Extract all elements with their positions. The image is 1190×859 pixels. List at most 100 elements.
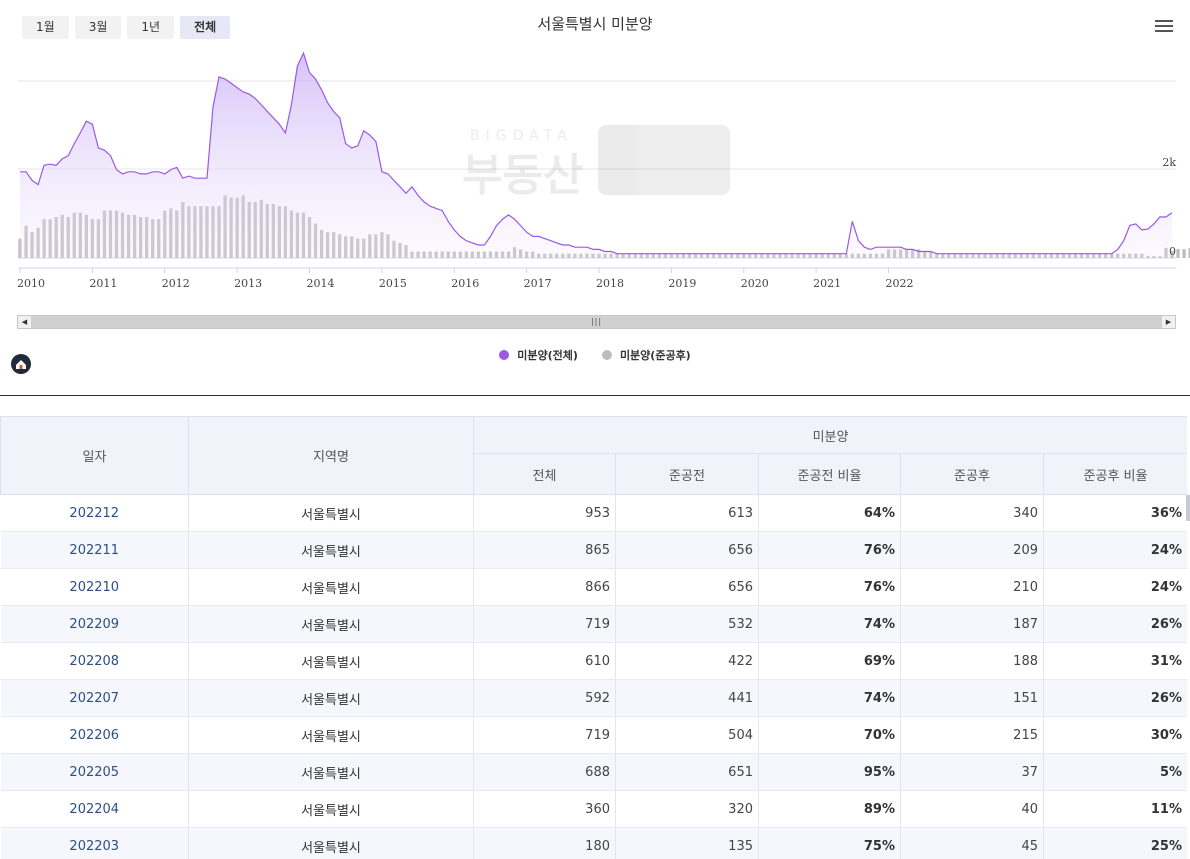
x-tick-label: 2014 — [307, 277, 335, 290]
cell-before-ratio: 69% — [758, 642, 901, 680]
cell-date: 202204 — [0, 790, 189, 828]
cell-after-ratio: 26% — [1043, 679, 1187, 717]
legend-label: 미분양(준공후) — [619, 349, 691, 362]
range-button-3[interactable]: 전체 — [180, 16, 231, 39]
range-selector: 1월 3월 1년 전체 — [22, 16, 231, 39]
x-tick-label: 2018 — [596, 277, 624, 290]
cell-after-ratio: 11% — [1043, 790, 1187, 828]
bar-after-192[interactable] — [1176, 249, 1180, 258]
cell-after: 40 — [900, 790, 1044, 828]
hamburger-menu-icon[interactable] — [1155, 20, 1173, 34]
legend-item-0[interactable]: 미분양(전체) — [499, 347, 578, 363]
cell-date: 202203 — [0, 827, 189, 859]
cell-after: 209 — [900, 531, 1044, 569]
range-button-0[interactable]: 1월 — [22, 16, 69, 39]
cell-date: 202206 — [0, 716, 189, 754]
bar-after-194[interactable] — [1188, 248, 1190, 258]
cell-date: 202207 — [0, 679, 189, 717]
col-header-group: 미분양 — [472, 416, 1187, 454]
cell-before: 504 — [615, 716, 759, 754]
legend-item-1[interactable]: 미분양(준공후) — [601, 347, 691, 363]
cell-before: 613 — [615, 494, 759, 532]
bar-after-193[interactable] — [1182, 249, 1186, 258]
range-scrollbar[interactable]: ◀ ||| ▶ — [17, 315, 1176, 329]
cell-after-ratio: 24% — [1043, 531, 1187, 569]
table-row[interactable]: 202211 서울특별시 865 656 76% 209 24% — [0, 531, 1187, 569]
section-divider — [0, 395, 1190, 396]
cell-after: 37 — [900, 753, 1044, 791]
cell-before-ratio: 76% — [758, 531, 901, 569]
table-row[interactable]: 202209 서울특별시 719 532 74% 187 26% — [0, 605, 1187, 643]
table-scrollbar[interactable] — [1186, 495, 1190, 521]
table-row[interactable]: 202203 서울특별시 180 135 75% 45 25% — [0, 827, 1187, 859]
table-row[interactable]: 202205 서울특별시 688 651 95% 37 5% — [0, 753, 1187, 791]
legend-dot-icon — [499, 350, 510, 360]
cell-after-ratio: 5% — [1043, 753, 1187, 791]
scroll-grip-icon[interactable]: ||| — [590, 317, 603, 326]
col-header-before: 준공전 — [615, 453, 759, 495]
series-total-line — [20, 51, 1173, 255]
col-header-region: 지역명 — [188, 416, 474, 495]
cell-after-ratio: 31% — [1043, 642, 1187, 680]
table-row[interactable]: 202210 서울특별시 866 656 76% 210 24% — [0, 568, 1187, 606]
cell-region: 서울특별시 — [188, 531, 474, 569]
table-row[interactable]: 202204 서울특별시 360 320 89% 40 11% — [0, 790, 1187, 828]
cell-total: 866 — [473, 568, 616, 606]
x-tick-label: 2021 — [813, 277, 841, 290]
col-header-after-ratio: 준공후 비율 — [1042, 453, 1187, 495]
x-tick-label: 2012 — [162, 277, 190, 290]
series-total-area — [20, 53, 1172, 258]
range-button-2[interactable]: 1년 — [127, 16, 175, 39]
cell-after: 210 — [900, 568, 1044, 606]
cell-total: 953 — [473, 494, 616, 532]
home-logo-icon[interactable] — [11, 354, 31, 374]
cell-date: 202205 — [0, 753, 189, 791]
cell-total: 592 — [473, 679, 616, 717]
cell-total: 688 — [473, 753, 616, 791]
y-tick-label: 0 — [1169, 245, 1176, 258]
chart-plot: BIGDATA 부동산 2010 2011 2012 2013 2014 2015 2016… — [17, 51, 1190, 290]
scroll-right-arrow-icon[interactable]: ▶ — [1162, 316, 1175, 328]
table-row[interactable]: 202207 서울특별시 592 441 74% 151 26% — [0, 679, 1187, 717]
table-row[interactable]: 202206 서울특별시 719 504 70% 215 30% — [0, 716, 1187, 754]
data-table-container: 일자 지역명 미분양 전체 준공전 준공전 비율 준공후 준공후 비율 2022… — [0, 416, 1187, 859]
cell-region: 서울특별시 — [188, 494, 474, 532]
chart-title: 서울특별시 미분양 — [537, 15, 653, 33]
cell-after: 187 — [900, 605, 1044, 643]
x-tick-label: 2020 — [741, 277, 769, 290]
range-button-1[interactable]: 3월 — [74, 16, 122, 39]
cell-before: 135 — [615, 827, 759, 859]
data-table: 일자 지역명 미분양 전체 준공전 준공전 비율 준공후 준공후 비율 2022… — [0, 416, 1187, 859]
cell-before-ratio: 74% — [758, 605, 901, 643]
col-header-date: 일자 — [0, 416, 189, 495]
cell-date: 202208 — [0, 642, 189, 680]
x-tick-label: 2016 — [451, 277, 479, 290]
cell-before-ratio: 74% — [758, 679, 901, 717]
table-row[interactable]: 202208 서울특별시 610 422 69% 188 31% — [0, 642, 1187, 680]
cell-total: 360 — [473, 790, 616, 828]
col-header-before-ratio: 준공전 비율 — [758, 453, 901, 495]
cell-date: 202209 — [0, 605, 189, 643]
scroll-left-arrow-icon[interactable]: ◀ — [18, 316, 31, 328]
cell-region: 서울특별시 — [188, 642, 474, 680]
cell-before: 441 — [615, 679, 759, 717]
cell-region: 서울특별시 — [188, 679, 474, 717]
col-header-after: 준공후 — [900, 453, 1044, 495]
x-tick-label: 2015 — [379, 277, 407, 290]
watermark-logo: BIGDATA 부동산 — [462, 125, 730, 201]
legend-dot-icon — [601, 350, 612, 360]
x-tick-label: 2022 — [886, 277, 914, 290]
cell-total: 610 — [473, 642, 616, 680]
cell-after-ratio: 36% — [1043, 494, 1187, 532]
cell-before-ratio: 70% — [758, 716, 901, 754]
cell-after: 340 — [900, 494, 1044, 532]
cell-before: 656 — [615, 568, 759, 606]
cell-before-ratio: 89% — [758, 790, 901, 828]
y-axis-ticks: 0 2k — [1162, 156, 1176, 258]
chart-panel: 1월 3월 1년 전체 서울특별시 미분양 BIGDATA 부동산 2010 2011 2… — [0, 0, 1190, 395]
cell-before-ratio: 64% — [758, 494, 901, 532]
x-tick-label: 2019 — [668, 277, 696, 290]
cell-date: 202210 — [0, 568, 189, 606]
cell-before: 656 — [615, 531, 759, 569]
table-row[interactable]: 202212 서울특별시 953 613 64% 340 36% — [0, 494, 1187, 532]
